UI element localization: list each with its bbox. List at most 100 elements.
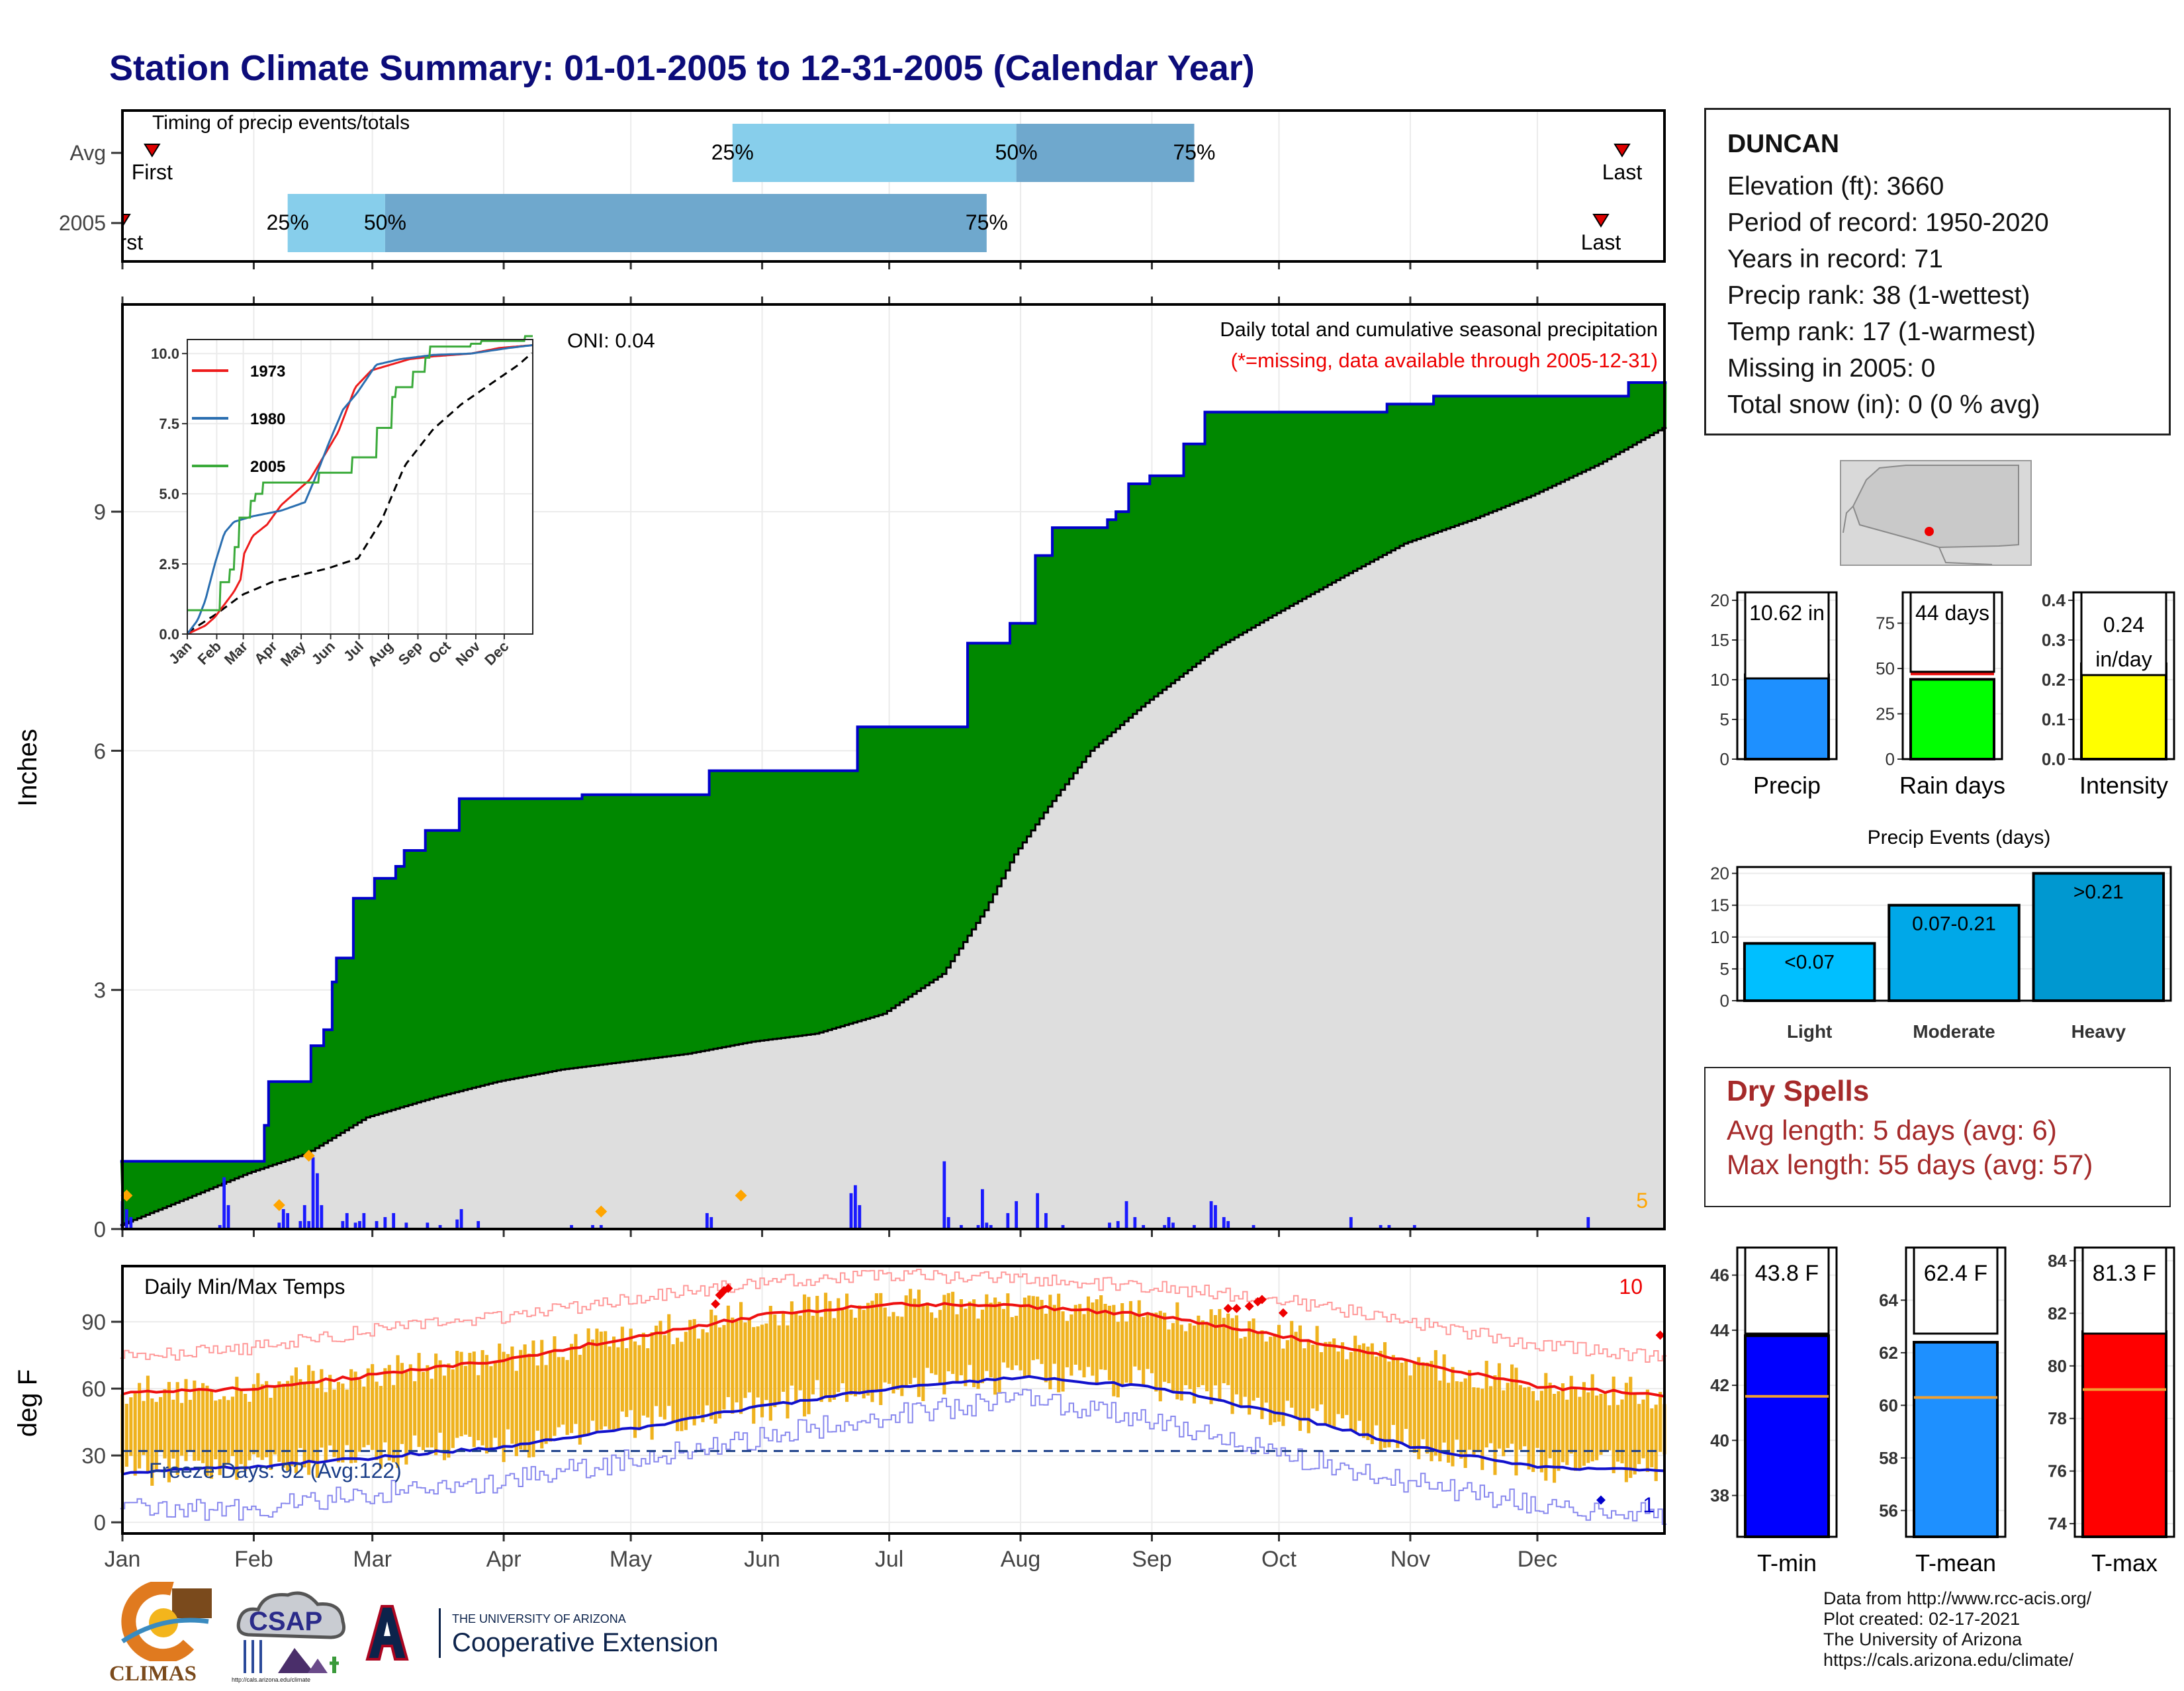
daily-temp-bar xyxy=(426,1365,430,1448)
daily-temp-bar xyxy=(786,1325,790,1419)
record-high-marker xyxy=(1278,1308,1288,1318)
daily-temp-bar xyxy=(849,1309,853,1395)
daily-temp-bar xyxy=(832,1318,836,1400)
daily-temp-bar xyxy=(1290,1320,1294,1408)
daily-precip-bar xyxy=(392,1212,396,1229)
inset-series-line xyxy=(187,335,533,612)
daily-temp-bar xyxy=(1574,1388,1578,1471)
gauge-ytick-label: 75 xyxy=(1876,614,1895,633)
inset-ytick-label: 2.5 xyxy=(159,556,179,572)
daily-temp-bar xyxy=(828,1301,832,1402)
daily-temp-bar xyxy=(154,1402,158,1470)
tmean_gauge-value-label: 62.4 F xyxy=(1924,1261,1987,1286)
daily-temp-bar xyxy=(277,1381,281,1462)
inset-legend-label: 1980 xyxy=(250,410,285,428)
record-high-line xyxy=(120,1269,1667,1363)
daily-temp-bar xyxy=(701,1329,705,1422)
daily-temp-bar xyxy=(1095,1299,1099,1385)
daily-temp-bar xyxy=(493,1361,497,1438)
inset-frame xyxy=(187,339,533,635)
daily-precip-bar xyxy=(946,1216,950,1229)
daily-temp-bar xyxy=(548,1350,553,1442)
timing-marker-label: Last xyxy=(1602,160,1643,184)
daily-precip-bar xyxy=(942,1161,946,1229)
daily-temp-bar xyxy=(1006,1293,1010,1368)
daily-temp-bar xyxy=(1163,1312,1167,1382)
daily-temp-bar xyxy=(1146,1314,1150,1369)
daily-temp-bar xyxy=(794,1313,798,1403)
daily-temp-bar xyxy=(1044,1313,1048,1383)
daily-temp-bar xyxy=(1565,1399,1569,1465)
daily-temp-bar xyxy=(188,1400,192,1451)
month-label: May xyxy=(610,1547,652,1572)
daily-precip-bar xyxy=(311,1157,315,1229)
daily-temp-bar xyxy=(1197,1315,1201,1387)
daily-temp-bar xyxy=(921,1304,925,1401)
daily-temp-bar xyxy=(1218,1308,1222,1402)
daily-temp-bar xyxy=(1281,1348,1285,1426)
tmin_gauge-frame xyxy=(1736,1246,1838,1538)
daily-temp-bar xyxy=(1455,1381,1459,1440)
daily-temp-bar xyxy=(1192,1325,1197,1404)
gauge-ytick-label: 0 xyxy=(1886,749,1895,769)
dry-spells-max: Max length: 55 days (avg: 57) xyxy=(1727,1149,2093,1180)
daily-temp-bar xyxy=(514,1371,518,1457)
daily-temp-bar xyxy=(777,1325,781,1404)
daily-precip-bar xyxy=(226,1205,230,1229)
tmax_gauge-category-label: T-max xyxy=(2091,1549,2158,1577)
daily-temp-bar xyxy=(167,1382,171,1483)
daily-temp-bar xyxy=(883,1307,887,1383)
daily-temp-bar xyxy=(1396,1357,1400,1448)
daily-temp-bar xyxy=(625,1348,629,1418)
daily-temp-bar xyxy=(1370,1343,1374,1444)
daily-temp-bar xyxy=(1222,1318,1226,1383)
daily-temp-bar xyxy=(696,1338,701,1415)
page-title: Station Climate Summary: 01-01-2005 to 1… xyxy=(109,48,1255,88)
daily-temp-bar xyxy=(1539,1391,1543,1473)
average-cumulative-line xyxy=(120,427,1667,1226)
daily-temp-bar xyxy=(379,1386,383,1469)
ua-big-text: Cooperative Extension xyxy=(452,1628,719,1657)
daily-temp-bar xyxy=(1150,1312,1154,1373)
month-label: Apr xyxy=(486,1547,522,1572)
daily-temp-bar xyxy=(709,1309,713,1420)
daily-temp-bar xyxy=(124,1404,128,1467)
daily-temp-bar xyxy=(735,1321,739,1402)
daily-temp-bar xyxy=(1548,1383,1552,1459)
daily-temp-bar xyxy=(684,1332,688,1430)
precip_gauge-category-label: Precip xyxy=(1753,772,1821,799)
timing-title: Timing of precip events/totals xyxy=(152,112,410,134)
daily-precip-bar xyxy=(1015,1201,1019,1229)
climas-logo-text: CLIMAS xyxy=(109,1662,197,1686)
temperature-chart: Daily Min/Max Temps Freeze Days: 92 (Avg:… xyxy=(13,1265,1667,1572)
daily-temp-bar xyxy=(980,1309,984,1383)
gauge-ytick-label: 60 xyxy=(1879,1395,1898,1415)
events-category-label: Moderate xyxy=(1913,1021,1995,1042)
daily-temp-bar xyxy=(968,1301,972,1365)
daily-temp-bar xyxy=(574,1334,578,1424)
raindays_gauge-value-box xyxy=(1909,591,1995,673)
daily-temp-bar xyxy=(561,1357,565,1425)
daily-temp-bar xyxy=(129,1397,133,1456)
daily-precip-bar xyxy=(1412,1224,1416,1229)
daily-temp-bar xyxy=(654,1325,659,1406)
tmax-gauge: 81.3 F 74 76 78 80 82 84 T-max xyxy=(2048,1246,2175,1577)
daily-temp-bar xyxy=(353,1371,357,1463)
daily-temp-bar xyxy=(752,1327,756,1424)
daily-temp-bar xyxy=(146,1375,150,1473)
tmean_gauge-bar xyxy=(1913,1341,1999,1538)
daily-precip-bar xyxy=(1167,1216,1171,1229)
daily-temp-bar xyxy=(604,1331,608,1427)
daily-temp-bar xyxy=(1412,1361,1416,1453)
events-title: Precip Events (days) xyxy=(1868,827,2051,848)
daily-precip-bar xyxy=(345,1212,349,1229)
record-high-marker xyxy=(711,1299,721,1309)
daily-temp-bar xyxy=(1379,1350,1383,1452)
locator-map xyxy=(1840,460,2032,566)
daily-temp-bar xyxy=(1531,1391,1535,1473)
daily-temp-bar xyxy=(1476,1387,1480,1453)
daily-temp-bar xyxy=(946,1293,950,1371)
daily-precip-bar xyxy=(438,1224,442,1229)
gauge-ytick-label: 5 xyxy=(1720,709,1729,729)
daily-precip-bar xyxy=(358,1220,361,1229)
